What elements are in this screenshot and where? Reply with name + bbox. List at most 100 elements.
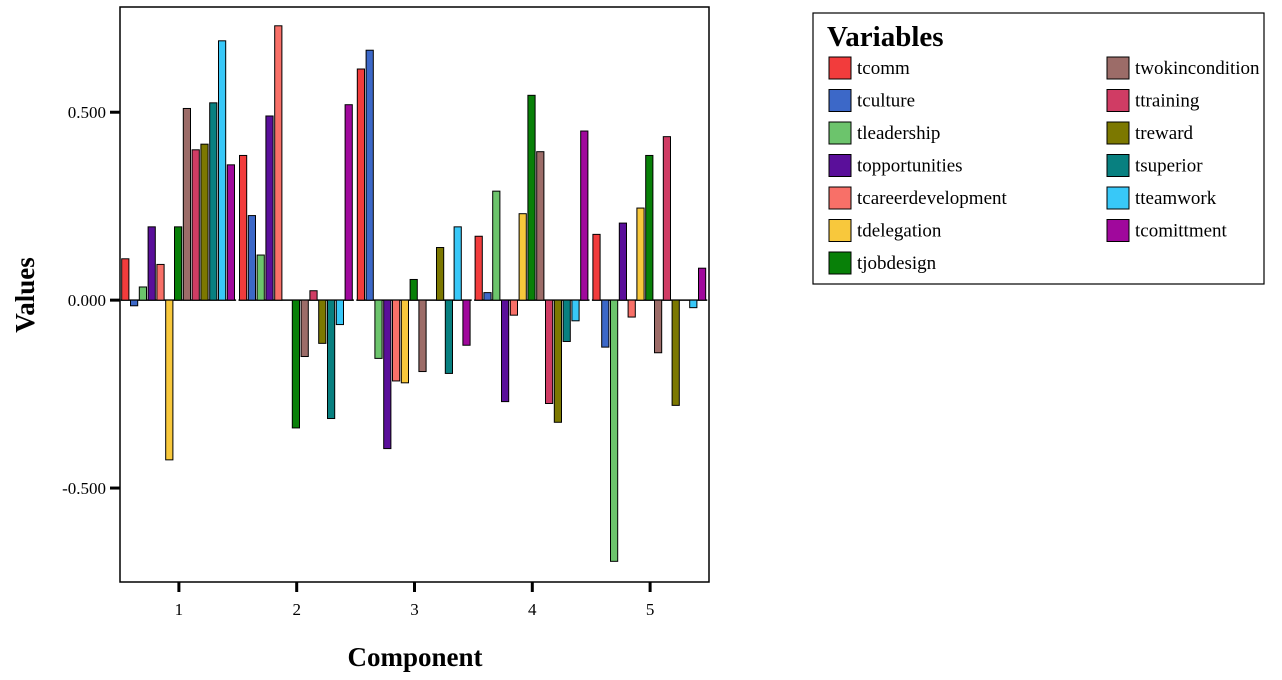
legend-swatch-tjobdesign	[828, 251, 852, 275]
legend-label-twokincondition: twokincondition	[1135, 58, 1260, 79]
legend-label-tteamwork: tteamwork	[1135, 188, 1217, 209]
x-tick-label-4: 4	[528, 600, 537, 619]
bar-ttraining-1	[191, 149, 200, 301]
y-tick-label: 0.500	[68, 103, 106, 122]
bar-ttraining-2	[309, 290, 318, 301]
bar-twokincondition-1	[182, 107, 192, 301]
bar-tdelegation-1	[165, 299, 174, 461]
legend-title: Variables	[827, 21, 944, 53]
bar-treward-3	[436, 247, 445, 301]
bar-ttraining-5	[662, 136, 671, 301]
bar-tleadership-5	[610, 299, 619, 562]
bar-tjobdesign-5	[645, 154, 654, 301]
bar-twokincondition-4	[536, 151, 545, 301]
bar-twokincondition-5	[654, 299, 663, 354]
legend-swatch-tleadership	[828, 121, 852, 145]
bar-tjobdesign-3	[409, 278, 418, 301]
bar-tsuperior-1	[209, 102, 218, 301]
legend-swatch-treward	[1106, 121, 1130, 145]
bar-tdelegation-4	[518, 213, 527, 301]
bar-tleadership-1	[138, 286, 148, 301]
bar-tjobdesign-2	[291, 299, 300, 429]
legend-swatch-tcomm	[828, 56, 852, 80]
y-axis: 0.500 0.000 -0.500	[62, 103, 120, 498]
bar-tculture-2	[247, 215, 257, 301]
legend-label-tculture: tculture	[857, 91, 915, 112]
legend-label-tcareerdevelopment: tcareerdevelopment	[857, 188, 1008, 209]
legend-label-treward: treward	[1135, 123, 1194, 144]
legend-label-tjobdesign: tjobdesign	[857, 253, 937, 274]
bar-tculture-4	[483, 292, 492, 301]
legend-swatch-tcomittment	[1106, 219, 1130, 242]
bar-tculture-5	[601, 299, 610, 348]
legend-swatch-ttraining	[1106, 89, 1130, 112]
bar-treward-2	[318, 299, 327, 344]
x-axis: 1 2 3 4 5	[175, 582, 655, 619]
x-tick-label-3: 3	[410, 600, 419, 619]
bar-tcomm-3	[356, 68, 365, 301]
legend-label-ttraining: ttraining	[1135, 91, 1200, 112]
bars-group	[121, 25, 707, 562]
bar-topportunities-2	[265, 115, 274, 301]
bar-tcareerdevelopment-1	[156, 263, 165, 301]
legend: Variables tcomm tculture tleadership toppor…	[812, 12, 1265, 285]
bar-tcareerdevelopment-5	[627, 299, 636, 318]
bar-tteamwork-1	[218, 40, 227, 301]
legend-swatch-twokincondition	[1106, 56, 1130, 80]
bar-twokincondition-2	[300, 299, 309, 358]
bar-ttraining-4	[545, 299, 554, 404]
legend-swatch-tculture	[828, 89, 852, 112]
x-tick-label-2: 2	[292, 600, 301, 619]
legend-swatch-tdelegation	[828, 219, 852, 242]
x-tick-label-1: 1	[175, 600, 184, 619]
legend-swatch-tsuperior	[1106, 154, 1130, 177]
bar-tcomm-1	[121, 258, 130, 301]
bar-tcomittment-2	[344, 104, 353, 301]
y-tick-label: -0.500	[62, 479, 106, 498]
bar-tleadership-2	[256, 254, 265, 301]
bar-treward-4	[553, 299, 562, 423]
bar-topportunities-4	[501, 299, 510, 403]
bar-topportunities-5	[618, 222, 627, 301]
bar-tcomm-5	[592, 233, 601, 301]
bar-tcomittment-5	[698, 267, 707, 301]
legend-swatch-tteamwork	[1106, 186, 1130, 210]
bar-tdelegation-5	[636, 207, 645, 301]
bar-tcareerdevelopment-3	[392, 299, 401, 382]
legend-label-tcomm: tcomm	[857, 58, 910, 79]
x-tick-label-5: 5	[646, 600, 655, 619]
bar-tjobdesign-1	[174, 226, 183, 301]
x-axis-title: Component	[347, 642, 482, 672]
bar-tjobdesign-4	[527, 94, 536, 301]
legend-label-tdelegation: tdelegation	[857, 221, 942, 242]
bar-tcareerdevelopment-2	[274, 25, 283, 301]
bar-tsuperior-2	[327, 299, 336, 420]
bar-tculture-3	[365, 49, 374, 301]
bar-tteamwork-4	[571, 299, 580, 322]
legend-frame	[812, 12, 1265, 285]
legend-label-tsuperior: tsuperior	[1135, 156, 1203, 177]
bar-tleadership-4	[492, 190, 501, 301]
bar-tcareerdevelopment-4	[509, 299, 518, 316]
legend-label-topportunities: topportunities	[857, 156, 963, 177]
bar-tleadership-3	[374, 299, 383, 359]
bar-treward-5	[671, 299, 680, 406]
y-axis-title: Values	[10, 257, 40, 333]
bar-topportunities-3	[383, 299, 392, 450]
bar-tcomm-4	[474, 235, 483, 301]
bar-tcomittment-4	[580, 130, 589, 301]
legend-swatch-tcareerdevelopment	[828, 186, 852, 210]
bar-tsuperior-3	[444, 299, 453, 374]
legend-swatch-topportunities	[828, 154, 852, 177]
bar-tcomittment-1	[226, 164, 236, 301]
legend-label-tcomittment: tcomittment	[1135, 221, 1228, 242]
bar-tteamwork-3	[453, 226, 462, 301]
bar-topportunities-1	[147, 226, 156, 301]
bar-tdelegation-3	[400, 299, 409, 384]
bar-tculture-1	[130, 299, 139, 307]
bar-twokincondition-3	[418, 299, 427, 373]
y-tick-label: 0.000	[68, 291, 106, 310]
bar-tteamwork-5	[689, 299, 698, 309]
